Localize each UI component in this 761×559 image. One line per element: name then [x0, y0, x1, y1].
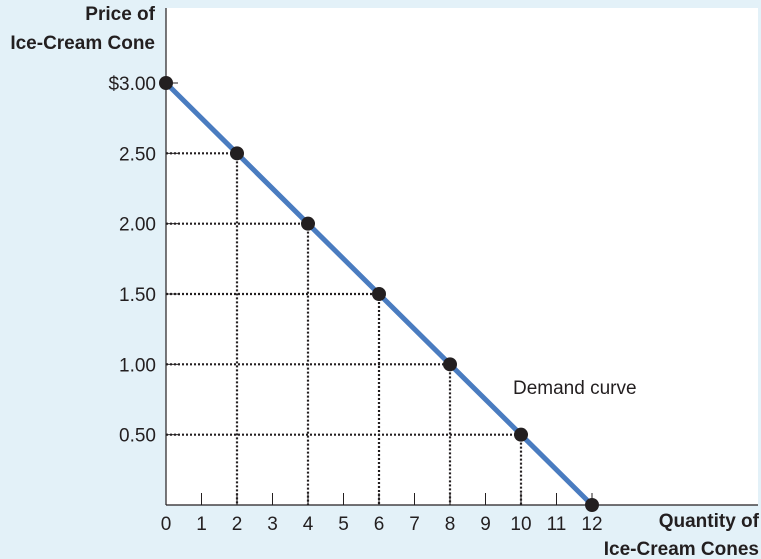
- plot-background: [166, 8, 758, 505]
- x-tick-label: 3: [267, 514, 278, 535]
- data-point-marker: [443, 357, 457, 372]
- x-axis-label-line2: Ice-Cream Cones: [604, 539, 759, 559]
- y-tick-label: 2.50: [119, 144, 156, 165]
- x-tick-label: 8: [445, 514, 456, 535]
- x-axis-label-line1: Quantity of: [659, 511, 760, 532]
- x-tick-label: 2: [232, 514, 243, 535]
- data-point-marker: [301, 216, 315, 231]
- demand-curve-annotation: Demand curve: [513, 378, 637, 399]
- x-tick-label: 10: [510, 514, 531, 535]
- data-point-marker: [230, 146, 244, 161]
- data-point-marker: [585, 498, 599, 512]
- x-tick-label: 1: [196, 514, 207, 535]
- x-tick-label: 12: [581, 514, 602, 535]
- x-tick-label: 5: [338, 514, 349, 535]
- y-axis-label-line2: Ice-Cream Cone: [10, 33, 155, 54]
- y-tick-label: $3.00: [108, 74, 156, 95]
- data-point-marker: [372, 287, 386, 301]
- data-series: [159, 76, 599, 512]
- x-tick-label: 4: [303, 514, 314, 535]
- labels: Price of Ice-Cream Cone Quantity of Ice-…: [10, 4, 759, 559]
- x-tick-label: 7: [409, 514, 420, 535]
- x-tick-label: 6: [374, 514, 385, 535]
- x-tick-label: 9: [480, 514, 491, 535]
- y-tick-label: 1.50: [119, 285, 156, 306]
- y-axis-label-line1: Price of: [85, 4, 155, 25]
- x-tick-label: 11: [547, 514, 567, 535]
- guide-lines: [166, 152, 523, 505]
- data-point-marker: [159, 76, 173, 90]
- y-tick-label: 2.00: [119, 215, 156, 236]
- y-tick-label: 0.50: [119, 426, 156, 447]
- y-tick-label: 1.00: [119, 355, 156, 376]
- axes: [165, 8, 758, 506]
- data-point-marker: [514, 427, 528, 442]
- x-tick-label: 0: [161, 514, 172, 535]
